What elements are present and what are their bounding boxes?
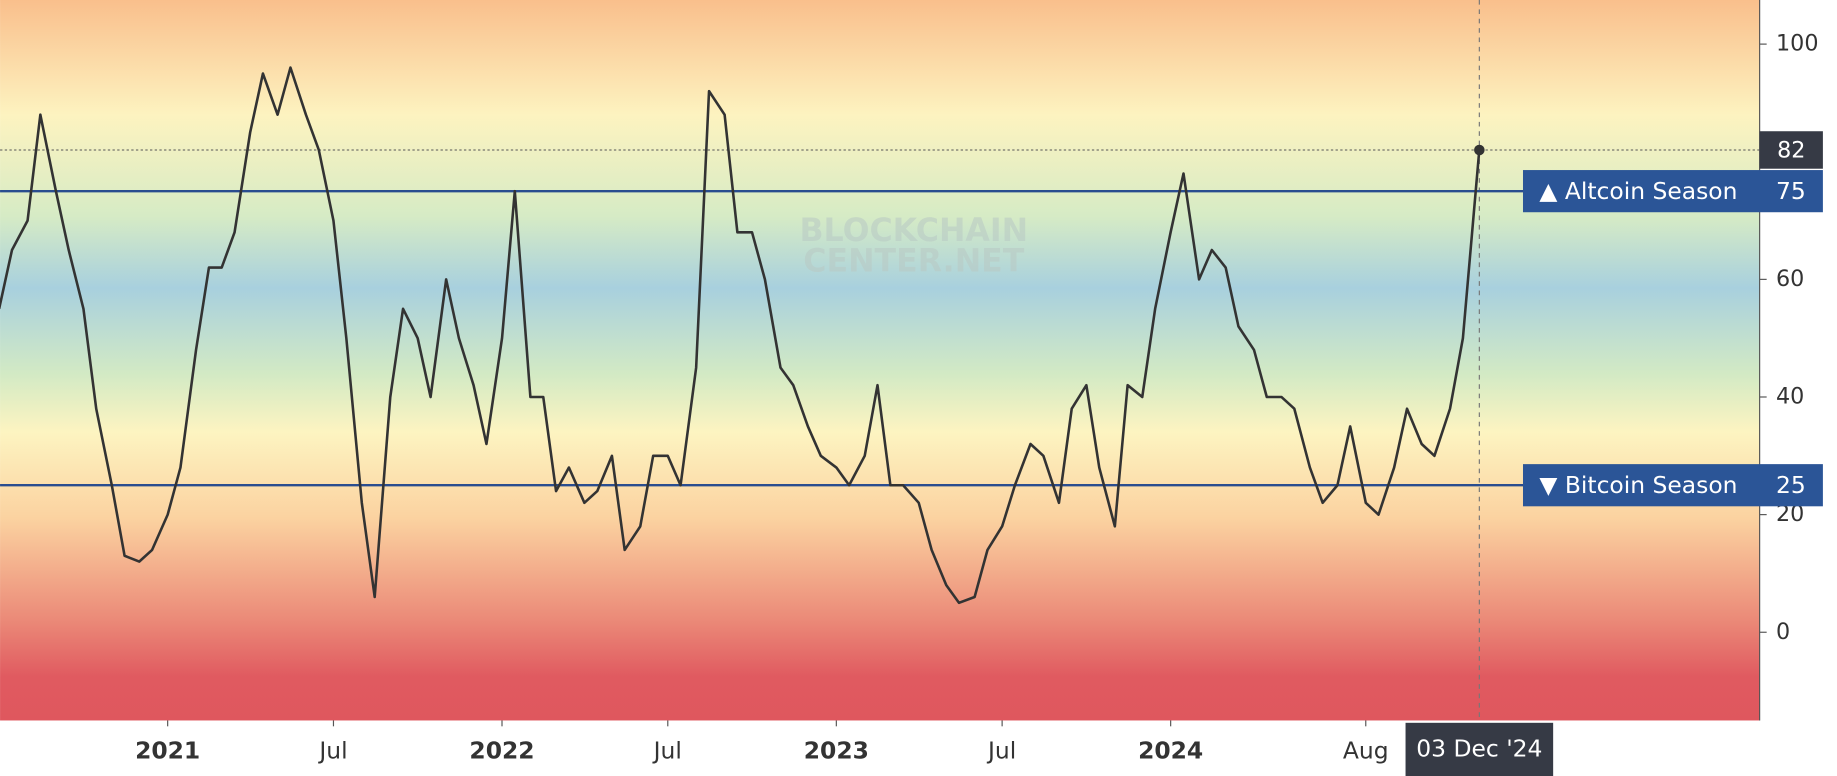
x-tick-label: Aug [1343,737,1389,765]
x-tick-label: Jul [986,737,1016,765]
watermark: BLOCKCHAIN CENTER.NET [799,213,1028,279]
threshold-label-box [1522,464,1823,507]
y-tick-label: 100 [1776,31,1818,57]
x-tick-label: 2023 [804,737,869,765]
x-tick-label: 2024 [1138,737,1203,765]
x-tick-label: Jul [652,737,682,765]
x-tick-label: 2022 [469,737,534,765]
last-point [1474,144,1485,156]
crosshair-date-label: 03 Dec '24 [1416,734,1542,762]
x-tick-label: Jul [317,737,347,765]
threshold-label: ▼ Bitcoin Season [1539,471,1737,499]
threshold-label: ▲ Altcoin Season [1539,177,1737,205]
watermark-text: BLOCKCHAIN [799,213,1028,249]
index-line [0,66,1481,605]
crosshair-date-box [1405,722,1554,776]
last-value-box [1759,131,1823,169]
last-value-label: 82 [1777,138,1805,164]
threshold-value: 25 [1776,471,1806,499]
watermark-text: CENTER.NET [803,243,1024,279]
threshold-label-box [1522,170,1823,213]
y-tick-label: 0 [1776,619,1790,645]
plot-background [0,0,1760,721]
y-tick-label: 40 [1776,383,1804,409]
y-tick-label: 60 [1776,266,1804,292]
x-tick-label: 2021 [135,737,200,765]
threshold-value: 75 [1776,177,1806,205]
